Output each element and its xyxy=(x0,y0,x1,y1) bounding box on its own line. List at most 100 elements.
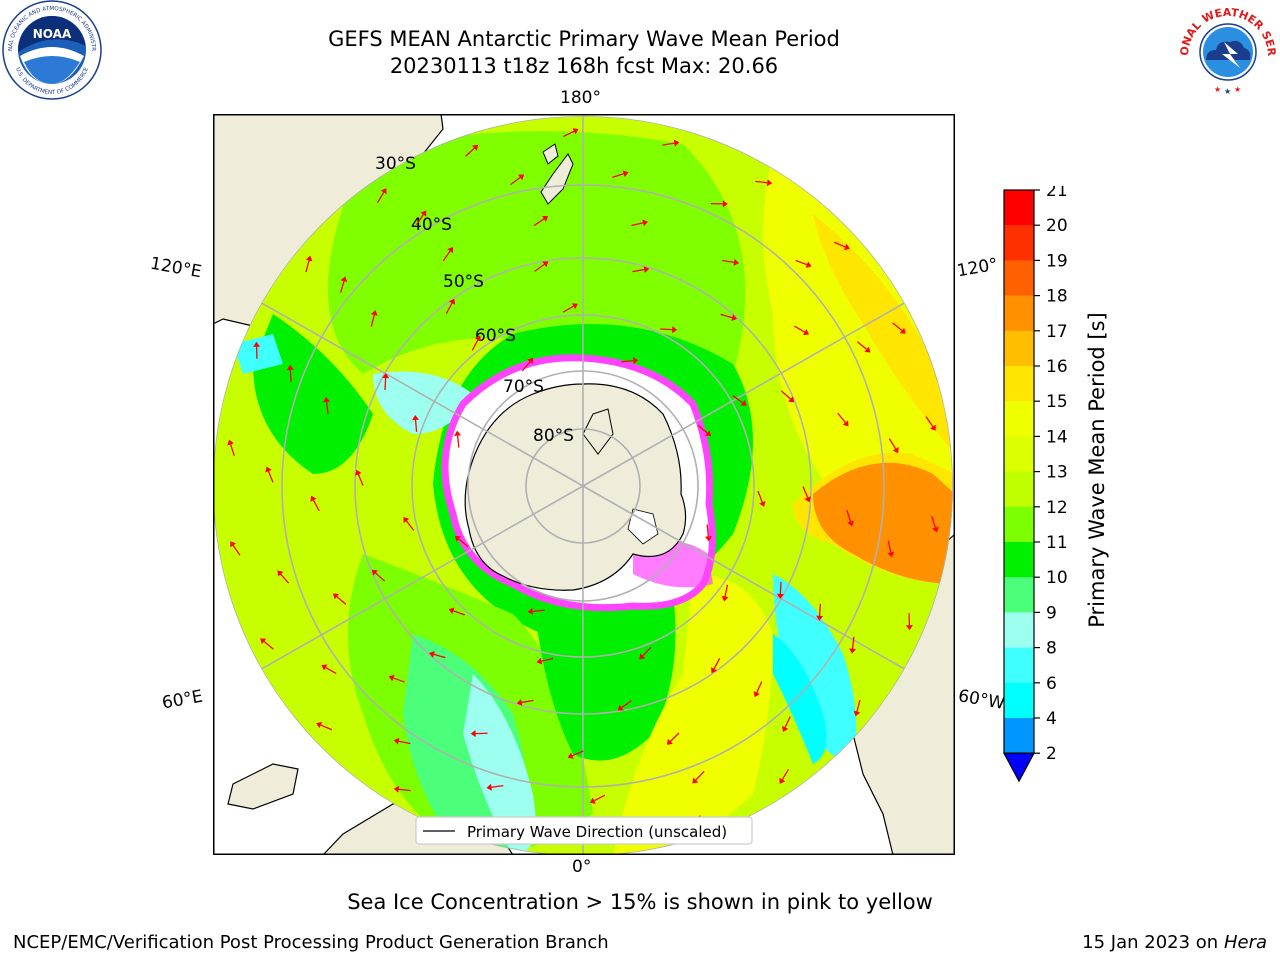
wave-arrow-shaft xyxy=(534,263,545,272)
wave-arrow-head xyxy=(673,139,680,147)
wave-arrow-head xyxy=(842,420,849,427)
wave-arrow-shaft xyxy=(631,222,644,227)
wave-arrow-head xyxy=(371,569,378,576)
wave-arrow-head xyxy=(486,783,492,791)
wave-arrow-head xyxy=(393,737,400,745)
lon-label-120e: 120°E xyxy=(148,253,204,283)
lon-label-60e: 60°E xyxy=(160,686,205,714)
wave-arrow-shaft xyxy=(662,142,675,146)
wave-arrow-shaft xyxy=(931,516,937,528)
colorbar-segment xyxy=(1004,436,1034,473)
wave-arrow-shaft xyxy=(572,750,584,757)
wave-arrow-head xyxy=(305,255,313,262)
wave-arrow-shaft xyxy=(376,192,385,204)
wave-arrow-head xyxy=(864,346,871,353)
wave-arrow-head xyxy=(788,396,795,403)
colorbar-tick-label: 17 xyxy=(1046,322,1068,342)
wave-arrow-shaft xyxy=(781,390,791,400)
colorbar-tick-label: 21 xyxy=(1046,186,1068,201)
wave-period-field xyxy=(213,116,953,855)
wave-arrow-shaft xyxy=(532,609,545,613)
lat-label: 70°S xyxy=(503,377,544,397)
wave-arrow-head xyxy=(429,651,435,658)
wave-arrow-head xyxy=(542,216,549,222)
wave-arrow-head xyxy=(333,593,340,600)
wave-arrow-head xyxy=(704,536,712,542)
wave-arrow-shaft xyxy=(370,314,375,327)
wave-arrow-head xyxy=(705,430,712,437)
wave-arrow-shaft xyxy=(471,339,479,351)
wave-arrow-shaft xyxy=(784,716,791,728)
colorbar-tick-label: 6 xyxy=(1046,674,1057,694)
wave-arrow-head xyxy=(227,439,234,446)
wave-arrow-head xyxy=(260,638,267,645)
colorbar-segment xyxy=(1004,366,1034,402)
footer-host: Hera xyxy=(1223,932,1267,953)
wave-arrow-shaft xyxy=(453,610,465,616)
wave-arrow-shaft xyxy=(632,268,645,273)
colorbar-segment xyxy=(1004,542,1034,578)
colorbar-tick-label: 9 xyxy=(1046,603,1057,623)
wave-arrow-shaft xyxy=(779,581,782,594)
wave-arrow-head xyxy=(474,335,481,342)
legend-label: Primary Wave Direction (unscaled) xyxy=(467,823,727,841)
wave-arrow-head xyxy=(710,667,718,674)
wave-arrow-shaft xyxy=(456,435,460,448)
colorbar-segment xyxy=(1004,260,1034,297)
wave-arrow-head xyxy=(639,653,646,660)
colorbar-segment xyxy=(1004,401,1034,437)
wave-arrow-head xyxy=(633,357,639,365)
wave-arrow-shaft xyxy=(312,499,320,512)
footer-credit: NCEP/EMC/Verification Post Processing Pr… xyxy=(13,932,609,953)
wave-arrow-head xyxy=(887,551,895,558)
wave-arrow-head xyxy=(692,777,699,784)
wave-arrow-shaft xyxy=(621,700,632,709)
colorbar-tick-label: 8 xyxy=(1046,639,1057,659)
wave-arrow-head xyxy=(759,500,766,507)
wave-arrow-shaft xyxy=(433,653,446,659)
noaa-logo-text: NOAA xyxy=(33,27,72,41)
wave-arrow-head xyxy=(892,446,899,454)
wave-arrow-head xyxy=(781,725,789,732)
colorbar-tick-label: 15 xyxy=(1046,392,1068,412)
wave-arrow-shaft xyxy=(533,218,545,227)
wave-arrow-shaft xyxy=(713,658,721,670)
colorbar-tick-label: 14 xyxy=(1046,427,1068,447)
lon-label-120w: 120° xyxy=(955,254,1000,282)
wave-arrow-head xyxy=(721,595,729,602)
new-zealand xyxy=(540,143,574,205)
colorbar-segment xyxy=(1004,295,1034,332)
colorbar-tick-label: 16 xyxy=(1046,357,1068,377)
wave-arrow-shaft xyxy=(445,302,453,314)
wave-arrow-shaft xyxy=(232,544,241,556)
wave-arrow-shaft xyxy=(818,603,822,616)
wave-arrow-head xyxy=(753,691,760,698)
wave-arrow-shaft xyxy=(593,794,606,802)
wave-arrow-head xyxy=(740,399,747,406)
wave-arrow-head xyxy=(420,210,427,217)
wave-arrow-shaft xyxy=(491,784,504,788)
wave-arrow-head xyxy=(454,535,461,542)
wave-arrow-shaft xyxy=(695,770,705,781)
wave-arrow-shaft xyxy=(833,241,846,248)
wave-arrow-shaft xyxy=(325,401,329,414)
wave-arrow-shaft xyxy=(336,596,347,605)
colorbar-tick-label: 20 xyxy=(1046,216,1068,236)
colorbar-segment xyxy=(1004,506,1034,543)
wave-arrow-shaft xyxy=(280,573,290,584)
wave-arrow-head xyxy=(447,246,454,254)
wave-arrow-shaft xyxy=(755,180,768,184)
footer-date-text: 15 Jan 2023 on xyxy=(1082,932,1219,953)
lon-label-60w: 60°W xyxy=(956,686,1007,714)
wave-arrow-shaft xyxy=(320,724,333,731)
colorbar-tick-label: 2 xyxy=(1046,744,1057,764)
wave-arrow-head xyxy=(388,674,395,682)
wave-arrow-shaft xyxy=(521,361,531,372)
wave-arrow-shaft xyxy=(357,474,364,486)
wave-arrow-head xyxy=(527,357,534,364)
wave-arrow-head xyxy=(323,396,331,403)
wave-arrow-head xyxy=(622,170,629,178)
wave-arrow-head xyxy=(804,496,811,503)
nws-logo: NATIONAL WEATHER SERVICE ★ ★ ★ xyxy=(1176,2,1278,99)
wave-arrow-shaft xyxy=(510,176,521,186)
